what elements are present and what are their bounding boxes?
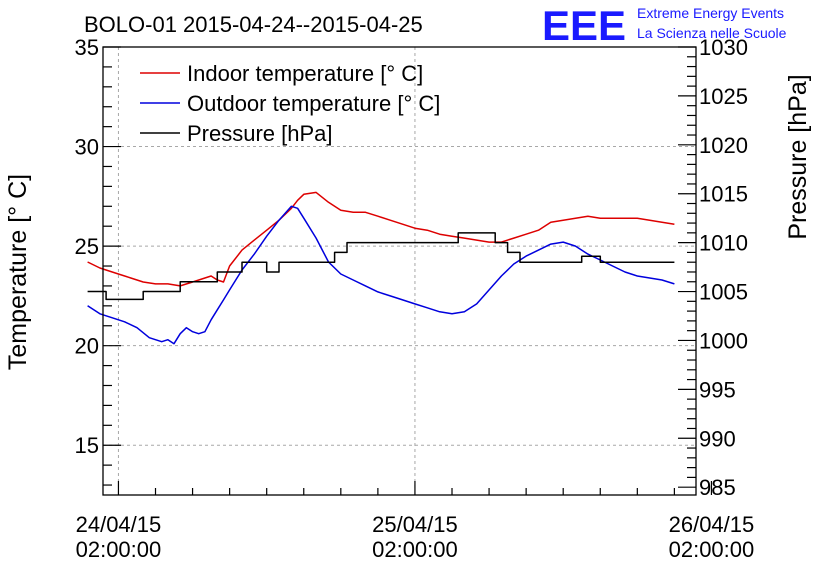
legend-item-indoor: Indoor temperature [° C] — [140, 61, 423, 86]
y-tick-label: 25 — [75, 234, 99, 259]
logo-mark: EEE — [542, 2, 626, 49]
y2-tick-label: 1015 — [699, 182, 748, 207]
y-tick-label: 30 — [75, 135, 99, 160]
x-tick-time: 02:00:00 — [372, 537, 458, 562]
y2-tick-label: 995 — [699, 377, 736, 402]
y-tick-label: 15 — [75, 433, 99, 458]
y2-tick-label: 1025 — [699, 84, 748, 109]
plot-frame — [102, 46, 697, 496]
y2-tick-label: 1020 — [699, 133, 748, 158]
y2-axis-title: Pressure [hPa] — [784, 74, 812, 239]
legend-label: Indoor temperature [° C] — [187, 61, 423, 86]
y2-tick-label: 1005 — [699, 280, 748, 305]
y2-tick-label: 990 — [699, 426, 736, 451]
legend: Indoor temperature [° C] Outdoor temperat… — [140, 61, 440, 146]
legend-label: Pressure [hPa] — [187, 121, 333, 146]
eee-logo: EEE Extreme Energy Events La Scienza nel… — [542, 2, 787, 49]
axes: 24/04/1502:00:0025/04/1502:00:0026/04/15… — [75, 35, 755, 562]
outdoor-temperature-line — [87, 205, 675, 345]
y2-tick-label: 1030 — [699, 35, 748, 60]
x-tick-time: 02:00:00 — [76, 537, 162, 562]
y-tick-label: 20 — [75, 334, 99, 359]
logo-line-1: Extreme Energy Events — [637, 5, 784, 21]
y2-tick-label: 1010 — [699, 231, 748, 256]
x-tick-time: 02:00:00 — [669, 537, 755, 562]
legend-item-pressure: Pressure [hPa] — [140, 121, 333, 146]
x-tick-date: 25/04/15 — [372, 512, 458, 537]
y2-tick-label: 1000 — [699, 328, 748, 353]
legend-item-outdoor: Outdoor temperature [° C] — [140, 91, 440, 116]
grid-lines — [103, 47, 696, 495]
pressure-line — [87, 232, 675, 301]
legend-label: Outdoor temperature [° C] — [187, 91, 440, 116]
logo-line-2: La Scienza nelle Scuole — [637, 25, 787, 41]
y2-tick-label: 985 — [699, 475, 736, 500]
chart-title: BOLO-01 2015-04-24--2015-04-25 — [84, 12, 423, 37]
y-tick-label: 35 — [75, 35, 99, 60]
y-axis-title: Temperature [° C] — [4, 174, 32, 370]
x-tick-date: 26/04/15 — [669, 512, 755, 537]
indoor-temperature-line — [87, 191, 675, 287]
series-lines — [87, 191, 675, 345]
x-tick-date: 24/04/15 — [76, 512, 162, 537]
